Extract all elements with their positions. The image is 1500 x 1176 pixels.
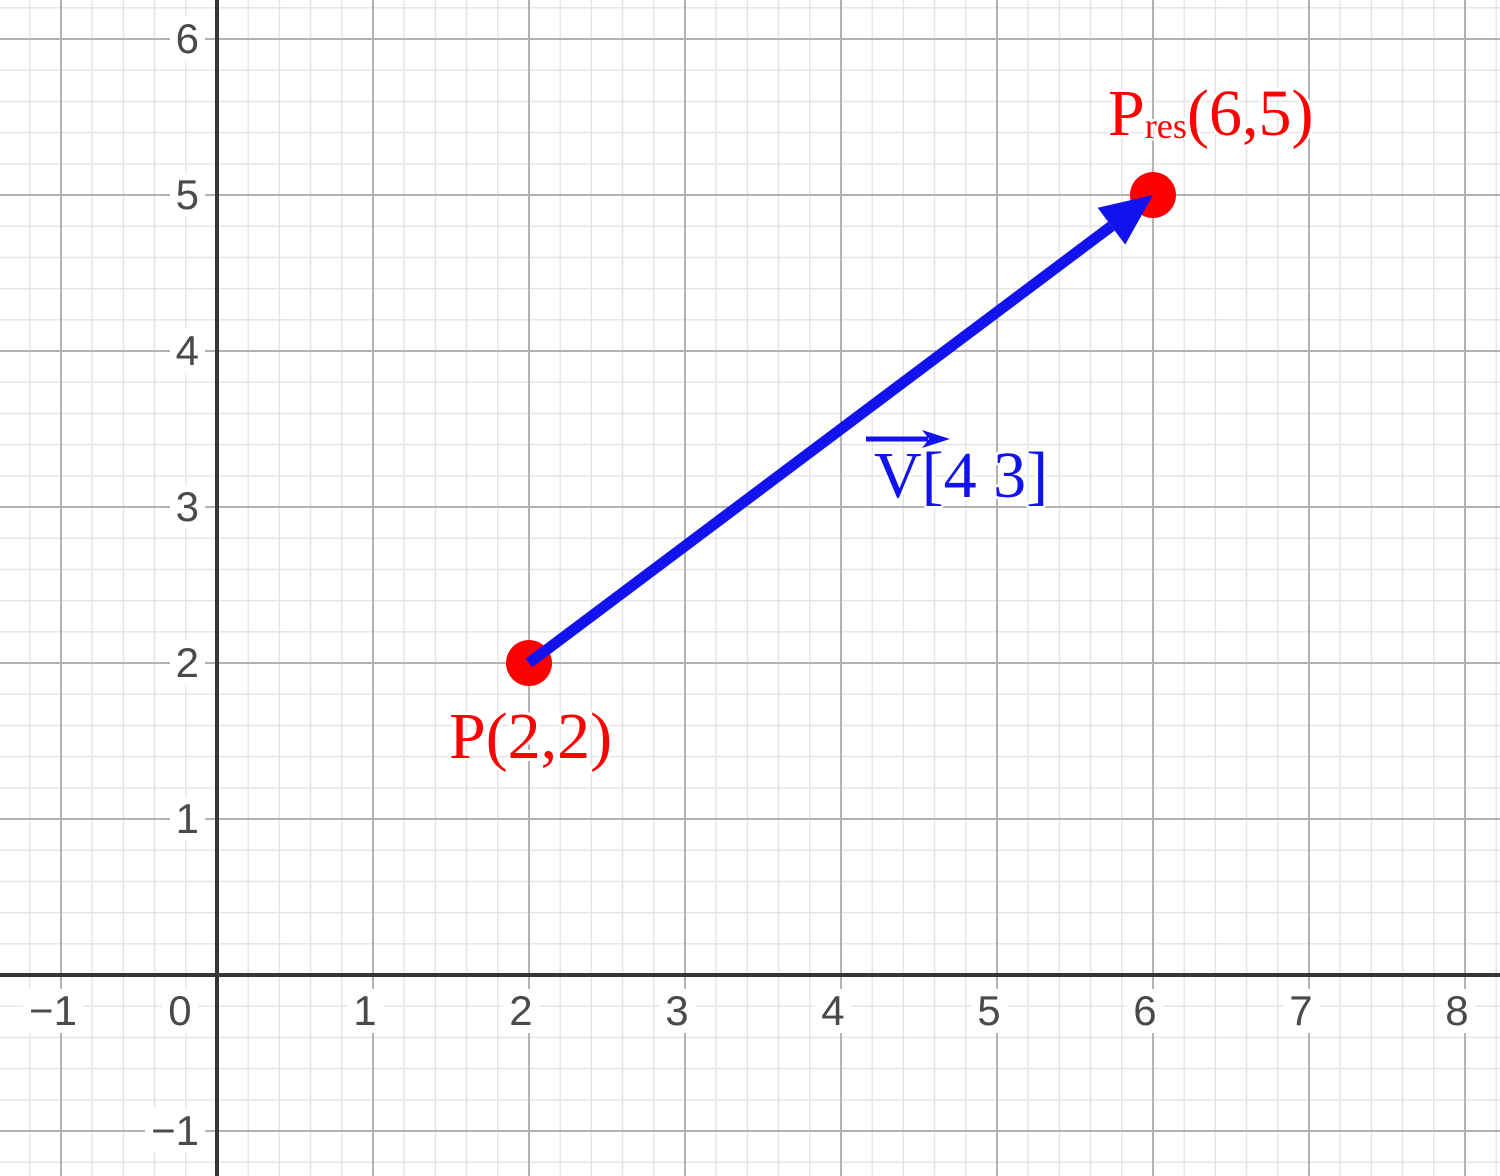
grid-axes-layer — [0, 0, 1500, 1176]
graph-canvas[interactable]: −1 0 1 2 3 4 5 6 7 8 −1 1 2 3 4 5 6 P(2,2) Pres(6,5) V[4… — [0, 0, 1500, 1176]
